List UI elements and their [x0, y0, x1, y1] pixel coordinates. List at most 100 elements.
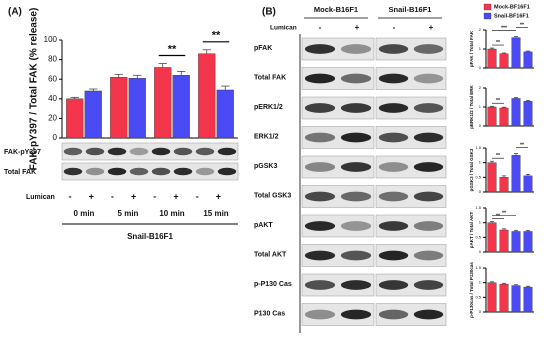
- blot-band: [85, 167, 105, 176]
- blot-band: [413, 221, 444, 231]
- blot-band: [378, 191, 409, 202]
- y-tick-label: 1.5: [475, 205, 481, 210]
- blot-band: [413, 132, 444, 143]
- y-axis-label: p-P130cas / Total P130cas: [469, 262, 474, 318]
- bar: [499, 283, 509, 313]
- x-tick-label: 0 min: [74, 209, 95, 218]
- treatment-sign: -: [69, 191, 72, 201]
- y-tick-label: 2: [479, 27, 482, 32]
- blot-background: [61, 142, 239, 161]
- blot-band: [217, 147, 237, 156]
- blot-band: [378, 73, 409, 84]
- blot-label: pFAK: [254, 45, 272, 52]
- blot-background: [301, 96, 375, 120]
- bar: [487, 48, 497, 69]
- bar: [499, 177, 509, 193]
- blot-band: [378, 162, 409, 172]
- blot-label: Total AKT: [254, 251, 287, 258]
- blot-band: [129, 167, 149, 176]
- significance-label: **: [520, 22, 524, 28]
- legend-label: Snail-BF16F1: [494, 13, 529, 19]
- blot-band: [151, 147, 171, 156]
- x-tick-label: 5 min: [118, 209, 139, 218]
- blot-band: [340, 73, 372, 84]
- bar: [154, 67, 172, 139]
- blot-label: p-P130 Cas: [254, 281, 292, 288]
- blot-band: [304, 309, 336, 320]
- blot-band: [129, 147, 149, 156]
- blot-background: [375, 126, 447, 149]
- blot-label: Total FAK: [254, 74, 286, 81]
- bar: [84, 90, 102, 139]
- treatment-sign: -: [196, 191, 199, 201]
- blot-label: Total FAK: [4, 169, 36, 176]
- bar: [487, 162, 497, 193]
- blot-label: ERK1/2: [254, 133, 279, 140]
- blot-band: [151, 167, 171, 176]
- blot-label: Total GSK3: [254, 192, 291, 199]
- bar: [523, 101, 533, 127]
- blot-label: pGSK3: [254, 163, 277, 170]
- blot-band: [85, 147, 105, 156]
- blot-band: [304, 250, 336, 261]
- blot-band: [413, 309, 444, 320]
- y-tick-label: 80: [48, 55, 57, 64]
- blot-band: [304, 73, 336, 84]
- blot-band: [340, 162, 372, 172]
- y-axis-label: pFAK / Total FAK: [469, 30, 474, 67]
- treatment-sign: +: [89, 191, 94, 201]
- bar: [172, 75, 190, 139]
- treatment-sign: +: [173, 191, 178, 201]
- y-tick-label: 60: [48, 74, 57, 83]
- y-tick-label: 1: [479, 220, 482, 225]
- blot-band: [304, 191, 336, 202]
- blot-background: [375, 273, 447, 297]
- treatment-sign: +: [216, 191, 221, 201]
- treatment-sign: -: [393, 23, 396, 32]
- significance-label: **: [496, 213, 500, 219]
- panel-label: (A): [8, 7, 22, 18]
- bar: [110, 77, 128, 139]
- blot-band: [413, 44, 444, 54]
- treatment-sign: -: [111, 191, 114, 201]
- blot-band: [340, 191, 372, 202]
- blot-background: [375, 185, 447, 208]
- significance-label: **: [168, 43, 177, 55]
- blot-background: [61, 162, 239, 181]
- y-tick-label: 2: [479, 85, 482, 90]
- blot-band: [195, 147, 215, 156]
- y-tick-label: 0.5: [475, 174, 481, 179]
- blot-background: [375, 214, 447, 238]
- cell-line-label: Snail-B16F1: [127, 232, 173, 241]
- blot-band: [63, 167, 83, 176]
- panel-label: (B): [262, 7, 276, 18]
- bar: [487, 282, 497, 313]
- significance-label: **: [496, 98, 500, 104]
- blot-band: [340, 103, 372, 113]
- blot-label: FAK-pY397: [4, 149, 41, 156]
- blot-band: [304, 162, 336, 172]
- blot-background: [301, 244, 375, 267]
- blot-band: [378, 221, 409, 231]
- blot-band: [107, 167, 127, 176]
- y-tick-label: 0.5: [475, 294, 481, 299]
- y-tick-label: 20: [48, 114, 57, 123]
- significance-label: **: [520, 142, 524, 148]
- blot-background: [301, 303, 375, 326]
- blot-background: [301, 126, 375, 149]
- blot-background: [375, 303, 447, 326]
- blot-band: [340, 132, 372, 143]
- blot-background: [301, 37, 375, 61]
- treatment-sign: +: [355, 23, 360, 32]
- blot-band: [340, 309, 372, 320]
- blot-band: [378, 103, 409, 113]
- blot-band: [378, 309, 409, 320]
- blot-band: [340, 221, 372, 231]
- bar: [511, 37, 521, 69]
- y-tick-label: 40: [48, 94, 57, 103]
- legend-label: Mock-BF16F1: [494, 4, 530, 10]
- bar: [499, 229, 509, 253]
- blot-band: [304, 103, 336, 113]
- blot-band: [195, 167, 215, 176]
- treatment-sign: +: [429, 23, 434, 32]
